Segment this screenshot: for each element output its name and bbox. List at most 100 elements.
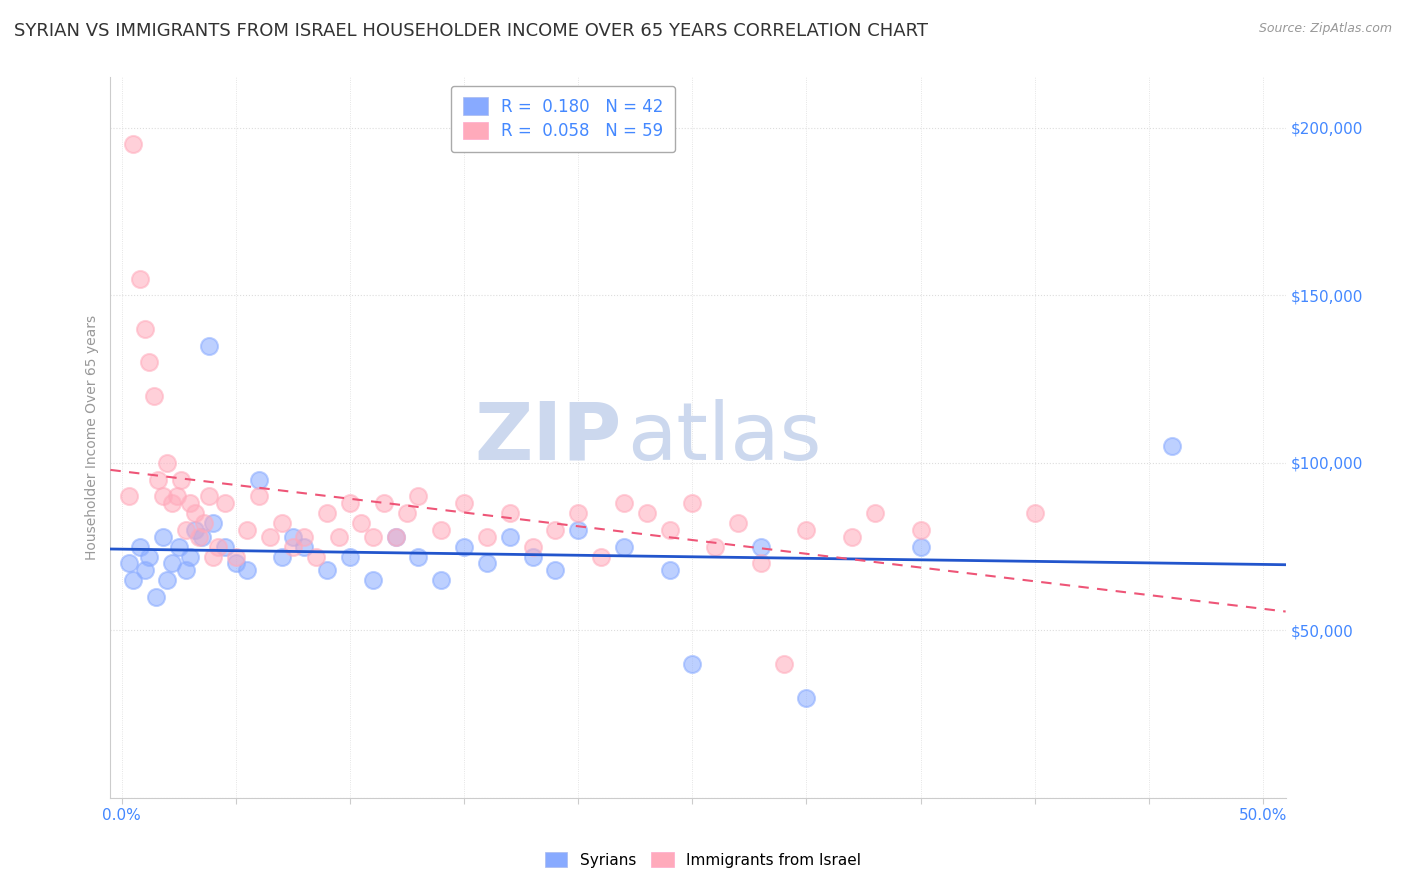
Point [772, 657, 794, 671]
Point [658, 563, 681, 577]
Point [522, 540, 544, 554]
Point [259, 530, 281, 544]
Point [544, 523, 567, 537]
Point [138, 355, 160, 369]
Point [270, 516, 292, 531]
Point [188, 530, 211, 544]
Point [499, 530, 522, 544]
Point [292, 530, 315, 544]
Point [408, 549, 430, 564]
Y-axis label: Householder Income Over 65 years: Householder Income Over 65 years [86, 315, 100, 560]
Point [749, 540, 772, 554]
Point [361, 530, 384, 544]
Legend: Syrians, Immigrants from Israel: Syrians, Immigrants from Israel [537, 844, 869, 875]
Point [328, 530, 350, 544]
Point [1160, 439, 1182, 453]
Point [247, 490, 270, 504]
Point [396, 506, 419, 520]
Point [475, 557, 498, 571]
Point [305, 549, 328, 564]
Point [681, 657, 703, 671]
Point [1024, 506, 1046, 520]
Point [408, 490, 430, 504]
Point [863, 506, 886, 520]
Point [156, 573, 179, 587]
Point [499, 506, 522, 520]
Point [613, 540, 636, 554]
Point [134, 322, 156, 336]
Point [142, 389, 165, 403]
Point [727, 516, 749, 531]
Point [122, 137, 145, 152]
Point [281, 540, 304, 554]
Point [453, 496, 475, 510]
Point [292, 540, 315, 554]
Point [138, 549, 160, 564]
Point [184, 506, 207, 520]
Point [339, 496, 361, 510]
Point [373, 496, 395, 510]
Point [613, 496, 636, 510]
Point [236, 523, 259, 537]
Point [247, 473, 270, 487]
Point [179, 549, 201, 564]
Point [174, 563, 197, 577]
Point [167, 540, 190, 554]
Point [225, 549, 247, 564]
Point [681, 496, 703, 510]
Point [384, 530, 406, 544]
Point [910, 523, 932, 537]
Point [430, 523, 453, 537]
Point [567, 523, 589, 537]
Point [361, 573, 384, 587]
Point [122, 573, 145, 587]
Text: SYRIAN VS IMMIGRANTS FROM ISRAEL HOUSEHOLDER INCOME OVER 65 YEARS CORRELATION CH: SYRIAN VS IMMIGRANTS FROM ISRAEL HOUSEHO… [14, 22, 928, 40]
Point [236, 563, 259, 577]
Point [453, 540, 475, 554]
Point [129, 540, 152, 554]
Point [636, 506, 658, 520]
Point [202, 516, 225, 531]
Point [316, 506, 339, 520]
Point [152, 490, 174, 504]
Point [179, 496, 201, 510]
Point [704, 540, 727, 554]
Point [170, 473, 193, 487]
Point [197, 338, 219, 352]
Legend: R =  0.180   N = 42, R =  0.058   N = 59: R = 0.180 N = 42, R = 0.058 N = 59 [451, 86, 675, 153]
Point [796, 690, 818, 705]
Point [214, 540, 236, 554]
Point [384, 530, 406, 544]
Point [475, 530, 498, 544]
Point [152, 530, 174, 544]
Point [350, 516, 373, 531]
Point [166, 490, 188, 504]
Point [184, 523, 207, 537]
Point [174, 523, 197, 537]
Point [156, 456, 179, 470]
Point [567, 506, 589, 520]
Point [160, 557, 183, 571]
Point [134, 563, 156, 577]
Point [316, 563, 339, 577]
Point [225, 557, 247, 571]
Point [430, 573, 453, 587]
Point [589, 549, 612, 564]
Point [202, 549, 225, 564]
Point [339, 549, 361, 564]
Point [841, 530, 863, 544]
Point [148, 473, 170, 487]
Point [544, 563, 567, 577]
Point [207, 540, 229, 554]
Point [749, 557, 772, 571]
Text: atlas: atlas [627, 399, 823, 476]
Point [145, 590, 167, 604]
Point [281, 530, 304, 544]
Point [270, 549, 292, 564]
Point [658, 523, 681, 537]
Point [190, 530, 212, 544]
Point [796, 523, 818, 537]
Point [522, 549, 544, 564]
Point [193, 516, 215, 531]
Point [910, 540, 932, 554]
